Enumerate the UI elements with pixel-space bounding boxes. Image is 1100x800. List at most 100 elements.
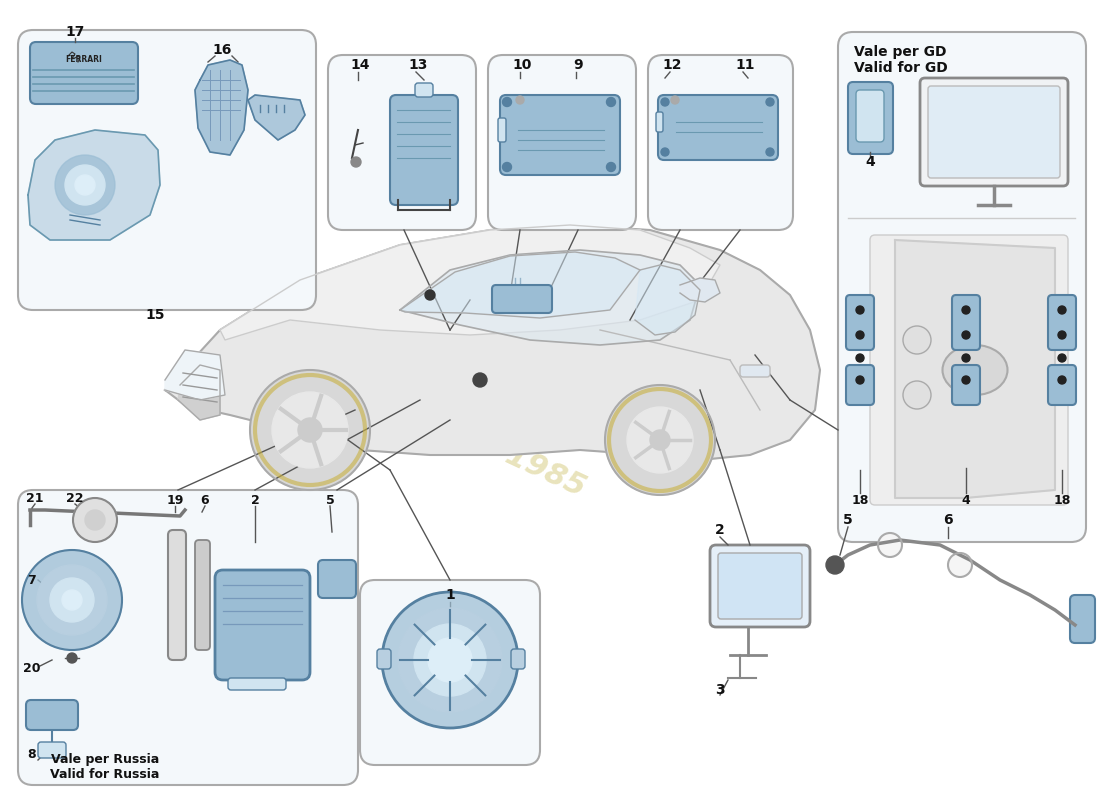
Circle shape [605, 385, 715, 495]
FancyBboxPatch shape [214, 570, 310, 680]
Circle shape [50, 578, 94, 622]
Circle shape [878, 533, 902, 557]
Circle shape [425, 290, 435, 300]
FancyBboxPatch shape [648, 55, 793, 230]
FancyBboxPatch shape [18, 30, 316, 310]
FancyBboxPatch shape [870, 235, 1068, 505]
Circle shape [414, 624, 486, 696]
FancyBboxPatch shape [856, 90, 884, 142]
Circle shape [503, 162, 512, 171]
Circle shape [962, 354, 970, 362]
Ellipse shape [943, 345, 1008, 395]
Circle shape [766, 98, 774, 106]
Text: 11: 11 [735, 58, 755, 72]
Circle shape [55, 155, 116, 215]
Text: FERRARI: FERRARI [66, 55, 102, 65]
FancyBboxPatch shape [390, 95, 458, 205]
FancyBboxPatch shape [740, 365, 770, 377]
FancyBboxPatch shape [838, 32, 1086, 542]
Circle shape [516, 96, 524, 104]
Text: Vale per Russia: Vale per Russia [51, 754, 160, 766]
FancyBboxPatch shape [168, 530, 186, 660]
Text: 20: 20 [23, 662, 41, 674]
Polygon shape [28, 130, 160, 240]
Circle shape [473, 373, 487, 387]
Circle shape [1058, 376, 1066, 384]
FancyBboxPatch shape [492, 285, 552, 313]
Polygon shape [400, 252, 640, 318]
FancyBboxPatch shape [952, 295, 980, 350]
Circle shape [67, 653, 77, 663]
FancyBboxPatch shape [512, 649, 525, 669]
Circle shape [962, 331, 970, 339]
Text: 4: 4 [961, 494, 970, 506]
FancyBboxPatch shape [328, 55, 476, 230]
FancyBboxPatch shape [415, 83, 433, 97]
Text: eurospare: eurospare [344, 340, 515, 440]
Circle shape [606, 98, 616, 106]
Text: 5: 5 [326, 494, 334, 506]
Polygon shape [400, 250, 700, 345]
Text: 16: 16 [212, 43, 232, 57]
Circle shape [661, 98, 669, 106]
Circle shape [250, 370, 370, 490]
Circle shape [606, 162, 616, 171]
Polygon shape [165, 350, 226, 400]
Circle shape [382, 592, 518, 728]
FancyBboxPatch shape [360, 580, 540, 765]
Polygon shape [220, 225, 720, 340]
Circle shape [856, 376, 864, 384]
Circle shape [22, 550, 122, 650]
FancyBboxPatch shape [658, 95, 778, 160]
Text: 5: 5 [843, 513, 852, 527]
FancyBboxPatch shape [39, 742, 66, 758]
FancyBboxPatch shape [488, 55, 636, 230]
FancyBboxPatch shape [656, 112, 663, 132]
Circle shape [75, 175, 95, 195]
Circle shape [650, 430, 670, 450]
Circle shape [962, 376, 970, 384]
Circle shape [37, 565, 107, 635]
Text: 9: 9 [573, 58, 583, 72]
FancyBboxPatch shape [195, 540, 210, 650]
Text: 6: 6 [943, 513, 953, 527]
FancyBboxPatch shape [26, 700, 78, 730]
FancyBboxPatch shape [377, 649, 390, 669]
FancyBboxPatch shape [952, 365, 980, 405]
Circle shape [671, 96, 679, 104]
Circle shape [351, 157, 361, 167]
Circle shape [428, 638, 472, 682]
FancyBboxPatch shape [18, 490, 358, 785]
Circle shape [948, 553, 972, 577]
Text: since 1985: since 1985 [410, 398, 590, 502]
Text: Vale per GD: Vale per GD [854, 45, 946, 59]
Text: 18: 18 [851, 494, 869, 506]
Polygon shape [248, 95, 305, 140]
FancyBboxPatch shape [500, 95, 620, 175]
Text: 15: 15 [145, 308, 165, 322]
Text: Valid for GD: Valid for GD [854, 61, 948, 75]
Circle shape [272, 392, 348, 468]
Text: 14: 14 [350, 58, 370, 72]
FancyBboxPatch shape [718, 553, 802, 619]
Text: 13: 13 [408, 58, 428, 72]
Text: 3: 3 [715, 683, 725, 697]
FancyBboxPatch shape [848, 82, 893, 154]
Circle shape [398, 608, 502, 712]
FancyBboxPatch shape [498, 118, 506, 142]
Polygon shape [165, 225, 820, 460]
Text: 7: 7 [28, 574, 36, 586]
Circle shape [73, 498, 117, 542]
Circle shape [826, 556, 844, 574]
Circle shape [856, 331, 864, 339]
FancyBboxPatch shape [846, 295, 874, 350]
Circle shape [856, 354, 864, 362]
Circle shape [903, 326, 931, 354]
Circle shape [65, 165, 104, 205]
FancyBboxPatch shape [1070, 595, 1094, 643]
Text: 18: 18 [1054, 494, 1070, 506]
FancyBboxPatch shape [318, 560, 356, 598]
Circle shape [85, 510, 104, 530]
Circle shape [661, 148, 669, 156]
FancyBboxPatch shape [710, 545, 810, 627]
